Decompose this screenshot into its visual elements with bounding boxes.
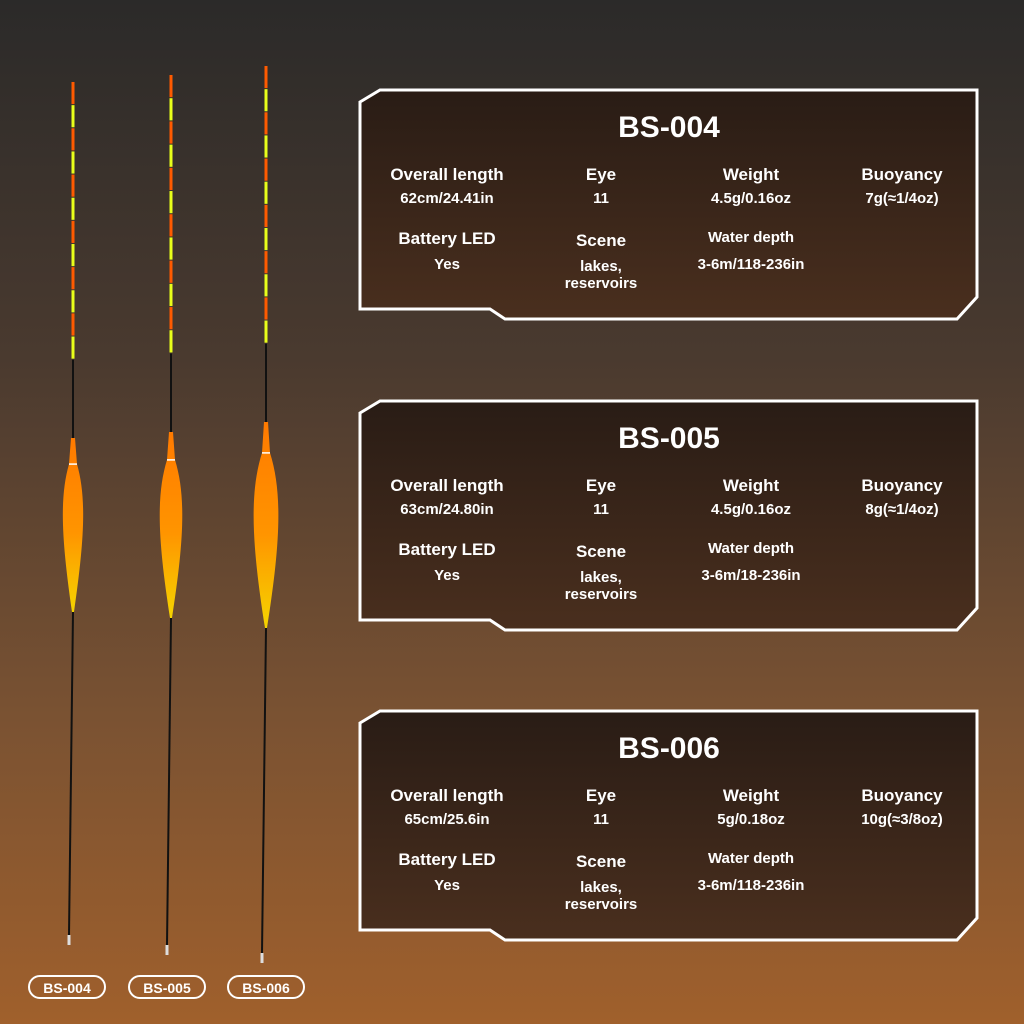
spec-card-bs-006: BS-006 Overall length 65cm/25.6in Eye 11 Weig…: [355, 708, 983, 946]
weight-value: 4.5g/0.16oz: [710, 190, 792, 207]
length-label: Overall length: [390, 786, 504, 805]
led-label: Battery LED: [398, 540, 496, 559]
weight-label: Weight: [722, 476, 780, 495]
led-label: Battery LED: [398, 229, 496, 248]
scene-label: Scene: [575, 231, 627, 250]
buoyancy-value: 10g(≈3/8oz): [861, 811, 943, 828]
card-frame: [358, 88, 979, 321]
buoyancy-label: Buoyancy: [861, 165, 943, 184]
scene-value: lakes, reservoirs: [564, 879, 638, 913]
led-value: Yes: [434, 256, 460, 273]
depth-label: Water depth: [707, 540, 795, 557]
float-label-bs-004: BS-004: [28, 975, 106, 999]
float-bs-006: [253, 66, 279, 963]
float-bs-004: [62, 82, 84, 945]
weight-value: 4.5g/0.16oz: [710, 501, 792, 518]
depth-value: 3-6m/18-236in: [701, 567, 801, 584]
eye-value: 11: [593, 811, 609, 828]
length-label: Overall length: [390, 476, 504, 495]
weight-value: 5g/0.18oz: [717, 811, 785, 828]
float-label-bs-005: BS-005: [128, 975, 206, 999]
card-title: BS-004: [618, 111, 720, 144]
eye-label: Eye: [585, 476, 617, 495]
buoyancy-value: 8g(≈1/4oz): [865, 501, 939, 518]
led-value: Yes: [434, 877, 460, 894]
eye-label: Eye: [585, 786, 617, 805]
eye-value: 11: [593, 190, 609, 207]
eye-value: 11: [593, 501, 609, 518]
card-frame: [358, 709, 979, 942]
led-value: Yes: [434, 567, 460, 584]
length-label: Overall length: [390, 165, 504, 184]
length-value: 63cm/24.80in: [400, 501, 494, 518]
depth-label: Water depth: [707, 229, 795, 246]
scene-value: lakes, reservoirs: [564, 569, 638, 603]
led-label: Battery LED: [398, 850, 496, 869]
float-bs-005: [159, 75, 183, 955]
buoyancy-label: Buoyancy: [861, 476, 943, 495]
scene-label: Scene: [575, 542, 627, 561]
scene-label: Scene: [575, 852, 627, 871]
spec-card-bs-004: BS-004 Overall length 62cm/24.41in Eye 11 Wei…: [355, 87, 983, 325]
depth-value: 3-6m/118-236in: [697, 256, 805, 273]
depth-label: Water depth: [707, 850, 795, 867]
card-frame: [358, 399, 979, 632]
length-value: 65cm/25.6in: [404, 811, 490, 828]
depth-value: 3-6m/118-236in: [697, 877, 805, 894]
card-title: BS-005: [618, 422, 720, 455]
length-value: 62cm/24.41in: [400, 190, 494, 207]
eye-label: Eye: [585, 165, 617, 184]
buoyancy-value: 7g(≈1/4oz): [865, 190, 939, 207]
spec-card-bs-005: BS-005 Overall length 63cm/24.80in Eye 11 Wei…: [355, 398, 983, 636]
float-label-bs-006: BS-006: [227, 975, 305, 999]
fishing-floats-illustration: [62, 66, 279, 963]
buoyancy-label: Buoyancy: [861, 786, 943, 805]
weight-label: Weight: [722, 165, 780, 184]
weight-label: Weight: [722, 786, 780, 805]
card-title: BS-006: [618, 732, 720, 765]
scene-value: lakes, reservoirs: [564, 258, 638, 292]
